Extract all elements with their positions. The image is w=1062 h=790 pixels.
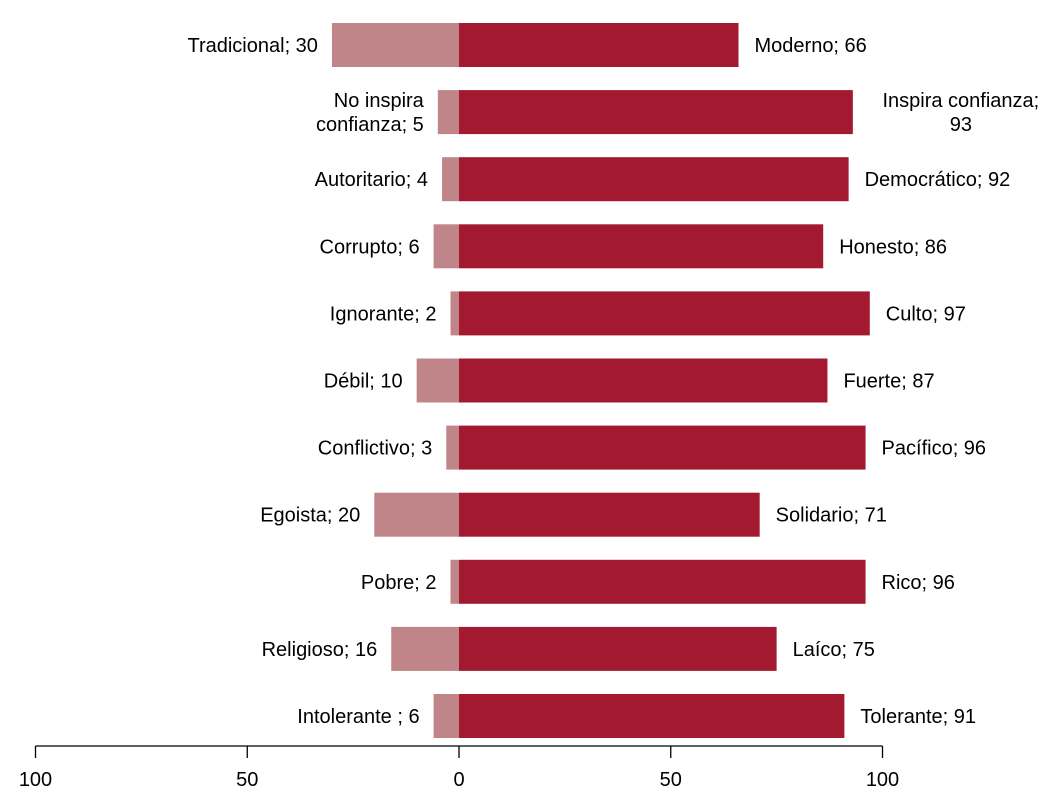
data-label-right-5: Culto; 97 <box>886 303 966 325</box>
bar-left-7 <box>446 425 459 470</box>
bars-group <box>331 23 870 738</box>
data-label-right-9: Rico; 96 <box>882 572 955 594</box>
bar-right-8 <box>459 492 760 537</box>
data-labels-group: Tradicional; 30 Moderno; 66 No inspira conf… <box>187 35 1039 728</box>
bar-left-10 <box>391 626 459 671</box>
bar-right-4 <box>459 224 824 269</box>
bar-right-7 <box>459 425 866 470</box>
data-label-right-10: Laíco; 75 <box>793 639 875 661</box>
data-label-left-8: Egoista; 20 <box>260 505 360 527</box>
data-label-left-9: Pobre; 2 <box>361 572 437 594</box>
bar-right-9 <box>459 559 866 604</box>
bar-left-2 <box>437 90 459 135</box>
x-tick-label-5: 100 <box>866 769 899 790</box>
data-label-left-5: Ignorante; 2 <box>330 303 437 325</box>
x-axis: 100 50 0 50 100 <box>19 745 899 790</box>
x-tick-label-4: 50 <box>660 769 682 790</box>
bar-left-11 <box>433 694 459 738</box>
bar-left-9 <box>450 559 459 604</box>
data-label-right-3: Democrático; 92 <box>865 169 1011 191</box>
data-label-left-2: No inspira confianza; 5 <box>316 90 425 136</box>
bar-right-6 <box>459 358 828 403</box>
bar-right-3 <box>459 157 849 202</box>
bar-right-5 <box>459 291 870 336</box>
data-label-right-8: Solidario; 71 <box>776 505 887 527</box>
data-label-left-4: Corrupto; 6 <box>320 236 420 258</box>
data-label-left-11: Intolerante ; 6 <box>297 706 419 728</box>
data-label-right-4: Honesto; 86 <box>839 236 947 258</box>
x-tick-label-2: 50 <box>236 769 258 790</box>
data-label-left-3: Autoritario; 4 <box>315 169 428 191</box>
x-tick-label-1: 100 <box>19 769 52 790</box>
bar-left-1 <box>331 23 459 67</box>
bar-right-11 <box>459 694 845 738</box>
data-label-left-1: Tradicional; 30 <box>187 35 317 57</box>
data-label-right-7: Pacífico; 96 <box>882 438 987 460</box>
data-label-left-10: Religioso; 16 <box>262 639 378 661</box>
data-label-left-7: Conflictivo; 3 <box>318 438 433 460</box>
bar-left-4 <box>433 224 459 269</box>
bar-right-2 <box>459 90 853 135</box>
x-tick-label-3: 0 <box>453 769 464 790</box>
data-label-right-2: Inspira confianza; 93 <box>882 90 1039 136</box>
bar-left-3 <box>442 157 459 202</box>
data-label-left-6: Débil; 10 <box>324 371 403 393</box>
bar-left-8 <box>374 492 459 537</box>
data-label-right-11: Tolerante; 91 <box>860 706 976 728</box>
bar-right-10 <box>459 626 777 671</box>
bar-left-6 <box>416 358 459 403</box>
data-label-right-1: Moderno; 66 <box>755 35 867 57</box>
bar-left-5 <box>450 291 459 336</box>
bar-right-1 <box>459 23 739 67</box>
data-label-right-6: Fuerte; 87 <box>843 371 934 393</box>
